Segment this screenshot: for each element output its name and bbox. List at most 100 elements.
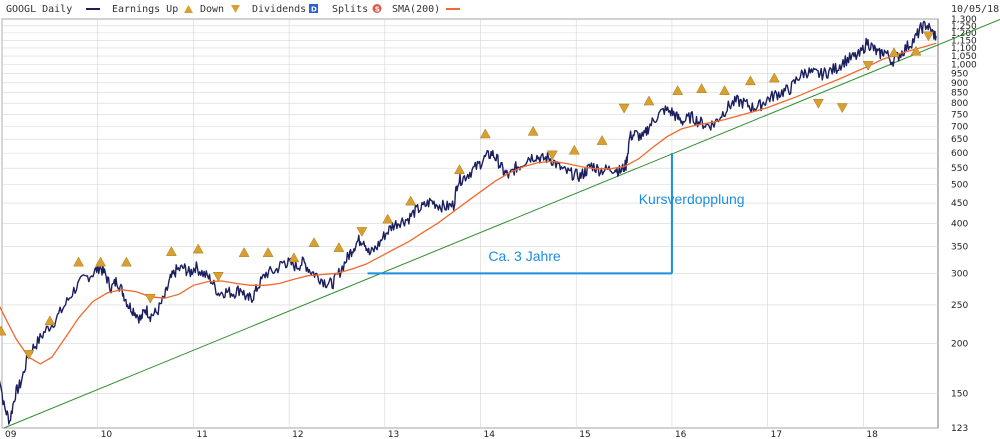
- earnings-up-icon: [333, 242, 345, 252]
- x-tick-label: 15: [579, 430, 590, 439]
- earnings-up-marker[interactable]: [308, 237, 320, 247]
- y-tick-label: 500: [951, 181, 968, 191]
- splits-label: Splits: [332, 4, 368, 15]
- earnings-up-marker[interactable]: [120, 256, 132, 267]
- earnings-up-label: Earnings Up: [112, 4, 178, 15]
- y-tick-label: 1,050: [951, 52, 977, 62]
- earnings-down-icon: [812, 98, 824, 109]
- earnings-up-marker[interactable]: [744, 75, 756, 86]
- earnings-up-icon: [165, 246, 177, 256]
- earnings-down-icon: [618, 103, 630, 114]
- earnings-up-marker[interactable]: [527, 125, 539, 136]
- y-axis: 123 150 200 250 300 350 400 450 500 550 600 650 700 7…: [951, 15, 977, 434]
- earnings-up-icon: [405, 195, 417, 206]
- y-tick-label: 750: [951, 110, 968, 120]
- earnings-down-marker[interactable]: [812, 98, 824, 109]
- x-tick-label: 17: [771, 430, 782, 439]
- earnings-up-marker[interactable]: [333, 242, 345, 252]
- earnings-up-marker[interactable]: [643, 95, 655, 106]
- earnings-down-icon: [836, 103, 848, 114]
- earnings-up-icon: [454, 164, 465, 175]
- date-label: 10/05/18: [951, 4, 999, 15]
- y-tick-label: 550: [951, 164, 968, 174]
- earnings-up-marker[interactable]: [672, 85, 684, 95]
- earnings-up-icon: [672, 85, 684, 95]
- earnings-down-marker[interactable]: [862, 61, 874, 71]
- earnings-up-marker[interactable]: [568, 144, 580, 155]
- earnings-up-icon: [192, 243, 204, 254]
- earnings-up-icon: [696, 83, 708, 93]
- earnings-up-marker[interactable]: [596, 135, 608, 145]
- earnings-up-marker[interactable]: [95, 256, 107, 267]
- earnings-up-marker[interactable]: [0, 325, 7, 336]
- x-axis: 09 10 11 12 13 14 15 16 17 18: [5, 430, 878, 439]
- y-tick-label: 123: [951, 424, 968, 434]
- earnings-up-marker[interactable]: [405, 195, 417, 206]
- plot-content: Kursverdopplung Ca. 3 Jahre: [0, 18, 1000, 429]
- earnings-up-marker[interactable]: [44, 315, 56, 326]
- earnings-up-icon: [643, 95, 655, 106]
- dividends-label: Dividends: [252, 4, 306, 15]
- earnings-down-icon: [862, 61, 874, 71]
- y-tick-label: 1,000: [951, 61, 977, 71]
- y-tick-label: 1,250: [951, 22, 977, 32]
- earnings-down-marker[interactable]: [23, 350, 35, 360]
- sma-200-line: [0, 42, 937, 365]
- earnings-down-marker[interactable]: [546, 150, 558, 161]
- splits-icon-glyph: S: [375, 5, 380, 13]
- sma-label: SMA(200): [392, 4, 440, 15]
- earnings-down-icon: [231, 5, 240, 13]
- y-tick-label: 300: [951, 269, 968, 279]
- y-tick-label: 700: [951, 122, 968, 132]
- earnings-down-marker[interactable]: [923, 31, 934, 42]
- earnings-up-marker[interactable]: [382, 213, 394, 224]
- earnings-up-icon: [768, 72, 780, 83]
- earnings-up-icon: [719, 85, 731, 95]
- earnings-down-marker[interactable]: [212, 272, 224, 282]
- y-tick-label: 800: [951, 99, 968, 109]
- years-annotation: Ca. 3 Jahre: [488, 248, 561, 264]
- earnings-up-icon: [0, 325, 7, 336]
- earnings-up-marker[interactable]: [192, 243, 204, 254]
- earnings-up-icon: [382, 213, 394, 224]
- earnings-up-marker[interactable]: [719, 85, 731, 95]
- earnings-up-marker[interactable]: [479, 128, 491, 139]
- earnings-up-icon: [479, 128, 491, 139]
- earnings-up-marker[interactable]: [238, 247, 250, 257]
- earnings-up-icon: [288, 252, 300, 263]
- y-tick-label: 150: [951, 390, 968, 400]
- y-tick-label: 400: [951, 219, 968, 229]
- earnings-up-marker[interactable]: [262, 247, 274, 257]
- earnings-up-icon: [184, 5, 193, 13]
- dividends-icon: [309, 4, 318, 13]
- y-tick-label: 650: [951, 135, 968, 145]
- ticker-label: GOOGL Daily: [6, 4, 72, 15]
- x-tick-label: 14: [484, 430, 496, 439]
- earnings-up-marker[interactable]: [696, 83, 708, 93]
- y-tick-label: 350: [951, 243, 968, 253]
- earnings-up-icon: [44, 315, 56, 326]
- earnings-up-marker[interactable]: [73, 256, 84, 267]
- earnings-down-icon: [144, 293, 156, 304]
- earnings-up-marker[interactable]: [288, 252, 300, 263]
- earnings-down-marker[interactable]: [836, 103, 848, 114]
- earnings-down-marker[interactable]: [144, 293, 156, 304]
- earnings-up-marker[interactable]: [454, 164, 465, 175]
- earnings-up-marker[interactable]: [165, 246, 177, 256]
- earnings-up-marker[interactable]: [888, 47, 900, 58]
- x-tick-label: 11: [196, 430, 207, 439]
- earnings-up-marker[interactable]: [910, 45, 922, 56]
- y-tick-label: 950: [951, 69, 968, 79]
- earnings-up-icon: [120, 256, 132, 267]
- earnings-down-marker[interactable]: [356, 227, 368, 237]
- trendline: [3, 18, 1000, 429]
- y-tick-label: 900: [951, 79, 968, 89]
- y-tick-label: 850: [951, 89, 968, 99]
- y-tick-label: 600: [951, 149, 968, 159]
- earnings-up-marker[interactable]: [768, 72, 780, 83]
- earnings-up-icon: [744, 75, 756, 86]
- earnings-down-icon: [356, 227, 368, 237]
- earnings-markers: [0, 31, 934, 360]
- earnings-down-marker[interactable]: [618, 103, 630, 114]
